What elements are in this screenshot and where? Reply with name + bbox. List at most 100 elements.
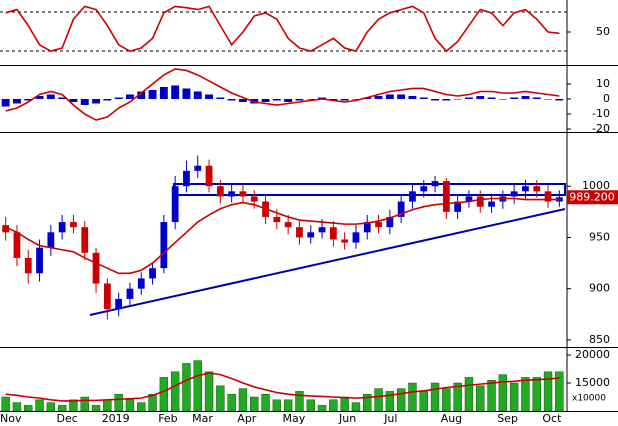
candle-body	[126, 288, 134, 299]
x-tick-label: Mar	[192, 412, 213, 425]
bar	[80, 99, 89, 106]
x-tick-label: Sep	[497, 412, 518, 425]
bar	[498, 99, 507, 100]
candle-body	[2, 225, 10, 233]
candle-body	[307, 232, 315, 238]
bar	[261, 99, 270, 103]
bar	[340, 99, 349, 101]
y-tick-label: 0	[603, 92, 610, 105]
bar	[46, 94, 55, 99]
bar	[159, 377, 169, 412]
bar	[238, 99, 247, 103]
x-tick-label: Aug	[441, 412, 462, 425]
bar	[182, 363, 191, 412]
bar	[510, 97, 519, 99]
bar	[182, 88, 191, 99]
last-price-box	[567, 190, 618, 205]
candle-body	[296, 227, 303, 238]
bar	[442, 388, 451, 412]
bar	[408, 382, 417, 412]
bar	[284, 99, 293, 103]
y-tick-label: -10	[592, 107, 610, 120]
line	[5, 372, 560, 402]
bar	[351, 99, 360, 100]
x-tick-label: Oct	[542, 412, 562, 425]
candle-body	[284, 222, 292, 228]
bar	[509, 382, 519, 412]
candle-body	[92, 252, 100, 284]
bar	[532, 377, 541, 412]
candle-body	[13, 232, 21, 258]
bar	[12, 402, 22, 412]
trend-line	[89, 208, 566, 316]
bar	[385, 94, 394, 99]
bar	[250, 396, 259, 412]
bar	[205, 94, 214, 99]
line	[5, 5, 560, 53]
candle-body	[239, 191, 247, 197]
candle-body	[544, 191, 552, 202]
candle-body	[216, 186, 224, 197]
bar	[442, 99, 451, 101]
bar	[238, 388, 248, 412]
bar	[317, 405, 327, 412]
bar	[543, 371, 553, 412]
bar	[170, 371, 180, 412]
candle-body	[160, 222, 168, 269]
bar	[306, 399, 315, 412]
bar	[114, 97, 123, 99]
bar	[125, 399, 135, 412]
bar	[374, 388, 383, 412]
bar	[430, 382, 440, 412]
x-tick-label: Apr	[237, 412, 257, 425]
candle-body	[454, 201, 462, 212]
bar	[487, 97, 496, 99]
x-tick-label: May	[283, 412, 306, 425]
bar	[1, 396, 10, 412]
bar	[363, 393, 372, 412]
candle-body	[115, 298, 123, 310]
bar	[351, 402, 361, 412]
bar	[159, 86, 168, 99]
bar	[532, 97, 541, 99]
bar	[69, 399, 78, 412]
candle-body	[228, 191, 236, 197]
candle-body	[149, 268, 156, 279]
bar	[419, 97, 428, 99]
candle-body	[555, 197, 563, 202]
candle-body	[522, 186, 529, 192]
bar	[103, 399, 112, 412]
y-tick-label: 20000	[575, 348, 610, 361]
y-tick-label: 850	[589, 333, 610, 346]
candle-body	[409, 191, 416, 202]
line	[5, 197, 560, 275]
candle-body	[341, 239, 349, 243]
y-unit-label: x10000	[572, 394, 606, 404]
candle-body	[81, 227, 89, 253]
bar	[193, 91, 202, 99]
bar	[374, 95, 383, 99]
candle-body	[273, 216, 281, 223]
candle-body	[205, 165, 213, 187]
candle-body	[103, 283, 111, 310]
x-tick-label: Jun	[338, 412, 356, 425]
candle-body	[420, 186, 428, 192]
bar	[1, 99, 10, 107]
candle-body	[194, 165, 202, 171]
bar	[555, 99, 564, 101]
candle-body	[476, 196, 484, 207]
candle-body	[363, 222, 371, 233]
bar	[137, 91, 146, 99]
candle-body	[533, 186, 541, 192]
bar	[114, 393, 123, 412]
candle-body	[329, 227, 337, 240]
bar	[306, 99, 315, 100]
bar	[216, 97, 225, 99]
bar	[419, 391, 428, 412]
candle-body	[386, 216, 394, 228]
bar	[24, 405, 33, 412]
bar	[227, 393, 236, 412]
y-tick-label: 15000	[575, 376, 610, 389]
bar	[91, 405, 101, 412]
